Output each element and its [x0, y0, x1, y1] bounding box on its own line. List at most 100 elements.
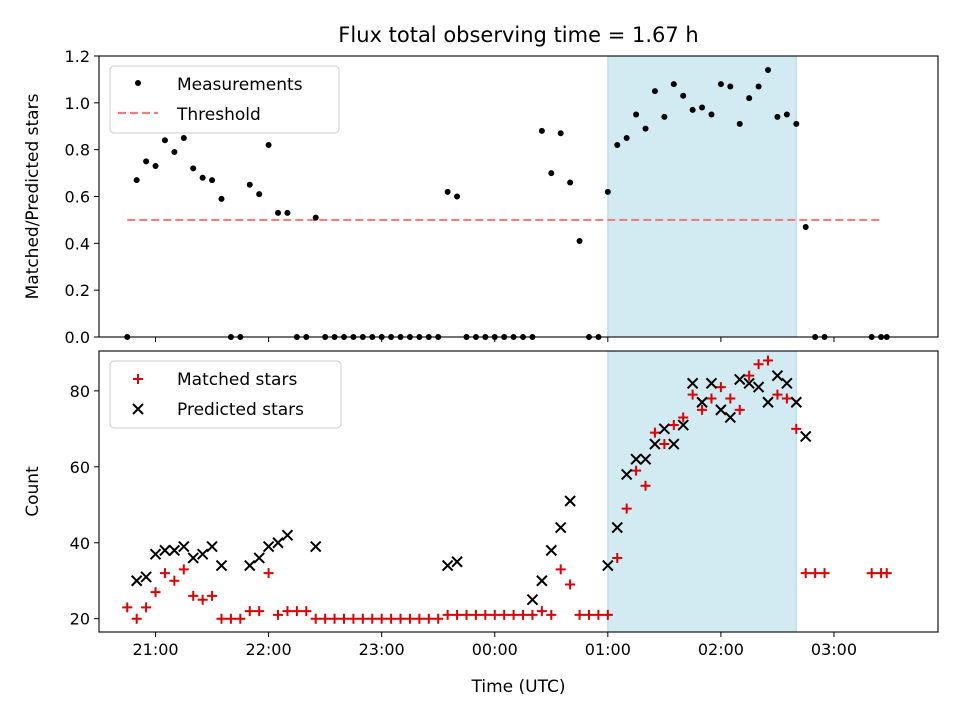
data-point — [348, 613, 359, 624]
data-point — [866, 568, 877, 579]
data-point — [499, 609, 510, 620]
data-point — [329, 613, 340, 624]
data-point — [715, 404, 727, 416]
data-point — [454, 193, 461, 200]
data-point — [171, 149, 178, 156]
data-point — [275, 209, 282, 216]
data-point — [799, 430, 812, 443]
y-tick-label: 0.8 — [65, 141, 90, 160]
y-tick-label: 20 — [70, 610, 90, 629]
data-point — [689, 106, 696, 113]
data-point — [518, 609, 529, 620]
count-panel: 20 40 60 80 21:00 22:00 23:00 00:00 01:00 02:00 03… — [23, 350, 939, 697]
data-point — [771, 369, 784, 382]
data-point — [190, 165, 197, 172]
x-tick-label: 22:00 — [246, 640, 292, 659]
data-point — [708, 111, 715, 118]
data-point — [567, 179, 574, 186]
data-point — [611, 521, 623, 534]
data-point — [649, 438, 661, 450]
data-point — [244, 606, 255, 617]
data-point — [312, 214, 319, 221]
data-point — [272, 537, 284, 549]
data-point — [367, 613, 378, 624]
data-point — [508, 609, 519, 620]
y-tick-label: 80 — [70, 382, 90, 401]
data-point — [161, 137, 168, 144]
data-point — [631, 465, 642, 476]
data-point — [623, 134, 630, 141]
data-point — [536, 575, 548, 587]
data-point — [376, 613, 387, 624]
data-point — [480, 609, 491, 620]
data-point — [131, 613, 142, 624]
data-point — [180, 134, 187, 141]
data-point — [800, 568, 811, 579]
x-tick-label: 02:00 — [698, 640, 744, 659]
data-point — [187, 552, 199, 564]
data-point — [602, 609, 613, 620]
data-point — [536, 606, 547, 617]
x-tick-label: 03:00 — [811, 640, 857, 659]
data-point — [717, 81, 724, 88]
data-point — [442, 609, 453, 620]
data-point — [301, 606, 312, 617]
data-point — [206, 540, 218, 553]
data-point — [743, 377, 755, 389]
data-point — [253, 552, 265, 564]
data-point — [273, 609, 284, 620]
data-point — [216, 613, 227, 624]
data-point — [783, 111, 790, 118]
data-point — [338, 613, 349, 624]
data-point — [152, 163, 159, 170]
data-point — [762, 396, 774, 408]
x-tick-label: 01:00 — [585, 640, 631, 659]
data-point — [881, 568, 892, 579]
data-point — [753, 359, 764, 370]
series-measurements — [124, 67, 890, 340]
data-point — [441, 559, 454, 572]
data-point — [781, 377, 793, 389]
data-point — [159, 568, 170, 579]
data-point — [791, 423, 802, 434]
legend-label: Matched stars — [177, 370, 297, 390]
legend-marker-measurements — [135, 80, 141, 86]
data-point — [774, 113, 781, 120]
data-point — [670, 81, 677, 88]
data-point — [680, 92, 687, 99]
data-point — [196, 548, 209, 560]
y-tick-label: 1.0 — [65, 94, 90, 113]
data-point — [188, 590, 199, 601]
y-axis-label: Matched/Predicted stars — [23, 93, 43, 299]
data-point — [727, 83, 734, 90]
data-point — [404, 613, 415, 624]
data-point — [395, 613, 406, 624]
data-point — [149, 548, 162, 560]
plot-frame — [98, 350, 939, 633]
legend-label: Measurements — [177, 75, 303, 95]
data-point — [178, 540, 190, 553]
data-point — [639, 453, 652, 465]
legend-marker-matched — [133, 374, 143, 384]
series-matched-stars — [122, 355, 892, 624]
data-point — [414, 613, 425, 624]
data-point — [130, 575, 143, 587]
y-tick-label: 0.4 — [65, 234, 90, 253]
data-point — [697, 404, 708, 415]
data-point — [612, 552, 623, 563]
data-point — [386, 613, 397, 624]
data-point — [548, 170, 555, 177]
data-point — [320, 613, 331, 624]
data-point — [555, 564, 566, 575]
data-point — [538, 127, 545, 134]
data-point — [649, 427, 660, 438]
data-point — [819, 568, 830, 579]
data-point — [256, 191, 263, 198]
data-point — [658, 423, 671, 435]
data-point — [423, 613, 434, 624]
data-point — [284, 209, 291, 216]
x-axis-label: Time (UTC) — [471, 677, 566, 697]
data-point — [763, 355, 774, 366]
data-point — [755, 83, 762, 90]
